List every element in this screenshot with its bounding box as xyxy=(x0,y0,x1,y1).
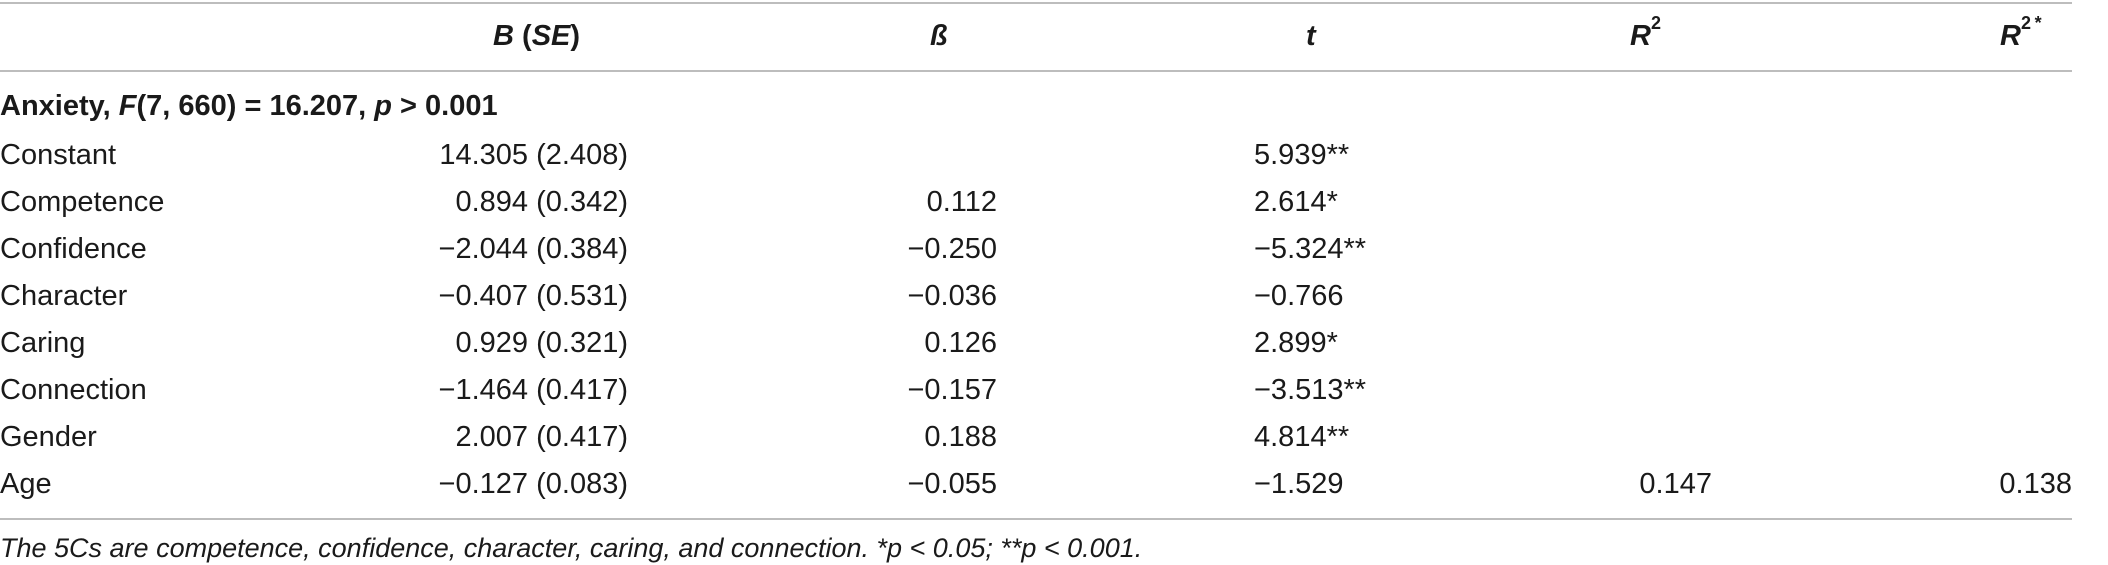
row-label: Confidence xyxy=(0,233,147,265)
row-label: Caring xyxy=(0,327,86,359)
row-label: Character xyxy=(0,280,128,312)
cell-b-se: 0.929 (0.321) xyxy=(455,327,628,359)
table-row-connection: Connection −1.464 (0.417) −0.157 −3.513*… xyxy=(0,372,2072,419)
table-row-age: Age −0.127 (0.083) −0.055 −1.529 0.147 0… xyxy=(0,466,2072,513)
cell-t: 2.899* xyxy=(1254,327,1338,359)
table-row-competence: Competence 0.894 (0.342) 0.112 2.614* xyxy=(0,184,2072,231)
table-row-gender: Gender 2.007 (0.417) 0.188 4.814** xyxy=(0,419,2072,466)
cell-b-se: 0.894 (0.342) xyxy=(455,186,628,218)
cell-beta: 0.126 xyxy=(924,327,997,359)
row-label: Gender xyxy=(0,421,97,453)
cell-b-se: −1.464 (0.417) xyxy=(438,374,628,406)
header-adjusted-r-squared: R2 * xyxy=(2000,13,2042,52)
cell-t: 5.939** xyxy=(1254,139,1350,171)
header-beta: ß xyxy=(930,20,948,52)
cell-t: 2.614* xyxy=(1254,186,1338,218)
cell-t: −3.513** xyxy=(1254,374,1367,406)
cell-beta: 0.188 xyxy=(924,421,997,453)
table-top-rule xyxy=(0,2,2072,4)
table-row-confidence: Confidence −2.044 (0.384) −0.250 −5.324*… xyxy=(0,231,2072,278)
row-label: Age xyxy=(0,468,52,500)
cell-r-squared: 0.147 xyxy=(1639,468,1712,500)
cell-adjusted-r-squared: 0.138 xyxy=(1999,468,2072,500)
row-label: Constant xyxy=(0,139,117,171)
cell-b-se: 2.007 (0.417) xyxy=(455,421,628,453)
table-row-character: Character −0.407 (0.531) −0.036 −0.766 xyxy=(0,278,2072,325)
header-b-se: B (SE) xyxy=(493,20,581,52)
cell-b-se: −0.127 (0.083) xyxy=(438,468,628,500)
header-rule xyxy=(0,70,2072,72)
header-t: t xyxy=(1306,20,1316,52)
table-row-constant: Constant 14.305 (2.408) 5.939** xyxy=(0,137,2072,184)
cell-t: 4.814** xyxy=(1254,421,1350,453)
table-bottom-rule xyxy=(0,518,2072,520)
cell-t: −1.529 xyxy=(1254,468,1344,500)
header-r-squared: R2 xyxy=(1630,13,1661,52)
cell-b-se: −2.044 (0.384) xyxy=(438,233,628,265)
table-footnote: The 5Cs are competence, confidence, char… xyxy=(0,533,1143,563)
cell-b-se: −0.407 (0.531) xyxy=(438,280,628,312)
cell-b-se: 14.305 (2.408) xyxy=(439,139,628,171)
cell-beta: −0.055 xyxy=(907,468,997,500)
section-title-anxiety: Anxiety, F(7, 660) = 16.207, p > 0.001 xyxy=(0,90,498,122)
cell-beta: −0.250 xyxy=(907,233,997,265)
table-row-caring: Caring 0.929 (0.321) 0.126 2.899* xyxy=(0,325,2072,372)
row-label: Competence xyxy=(0,186,165,218)
cell-beta: −0.157 xyxy=(907,374,997,406)
cell-t: −5.324** xyxy=(1254,233,1367,265)
row-label: Connection xyxy=(0,374,147,406)
cell-beta: 0.112 xyxy=(926,186,997,218)
cell-beta: −0.036 xyxy=(907,280,997,312)
cell-t: −0.766 xyxy=(1254,280,1344,312)
